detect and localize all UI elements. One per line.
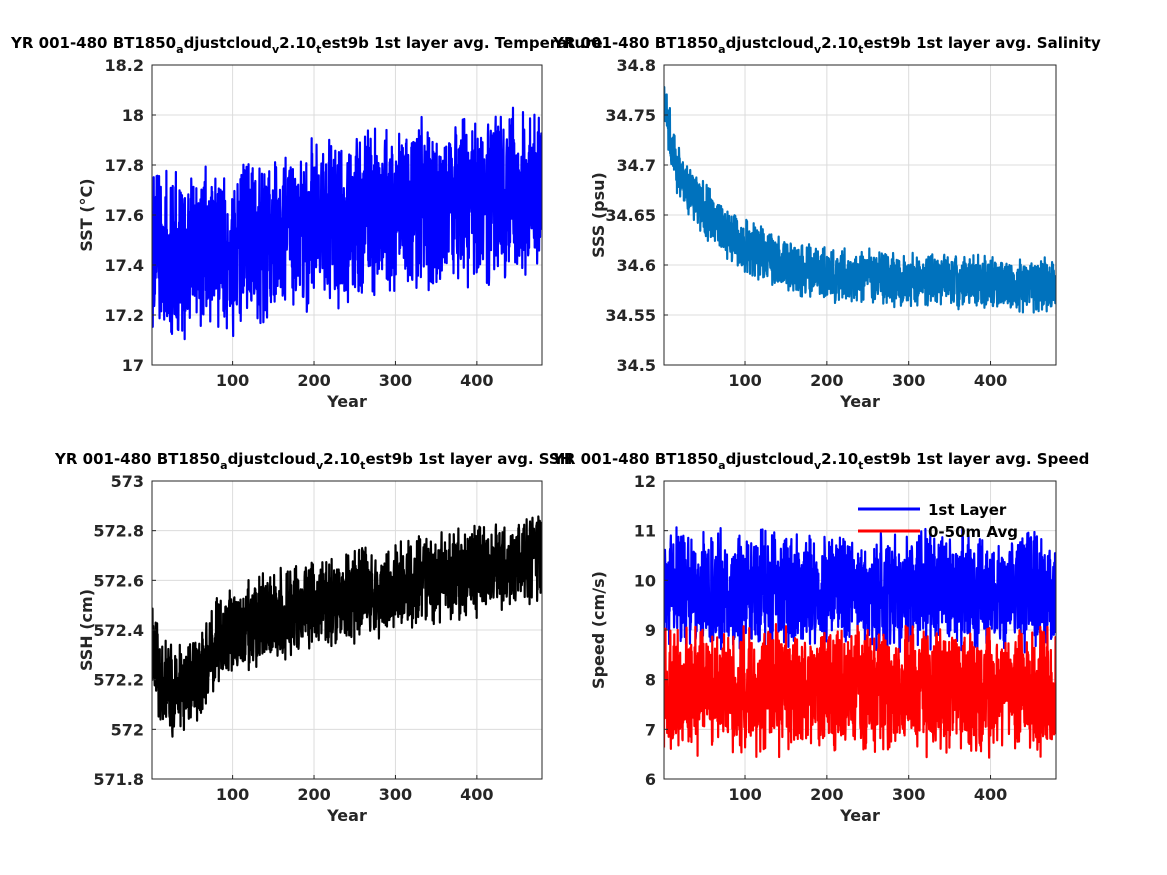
y-axis-label: Speed (cm/s) bbox=[589, 571, 608, 689]
x-tick-label: 100 bbox=[728, 371, 761, 390]
legend-label: 1st Layer bbox=[928, 501, 1007, 519]
legend-label: 0-50m Avg bbox=[928, 523, 1018, 541]
y-tick-label: 573 bbox=[111, 472, 144, 491]
y-tick-label: 34.6 bbox=[617, 256, 656, 275]
x-tick-label: 400 bbox=[460, 371, 493, 390]
y-tick-label: 17.8 bbox=[105, 156, 144, 175]
x-tick-label: 400 bbox=[974, 371, 1007, 390]
x-tick-label: 400 bbox=[460, 785, 493, 804]
y-tick-label: 571.8 bbox=[93, 770, 144, 789]
y-axis-label: SSS (psu) bbox=[589, 172, 608, 258]
x-tick-label: 300 bbox=[379, 785, 412, 804]
x-tick-label: 300 bbox=[892, 371, 925, 390]
y-tick-label: 12 bbox=[634, 472, 656, 491]
y-tick-label: 11 bbox=[634, 522, 656, 541]
y-tick-label: 18.2 bbox=[105, 56, 144, 75]
chart-title: YR 001-480 BT1850adjustcloudv2.10test9b … bbox=[10, 34, 603, 56]
y-tick-label: 34.7 bbox=[617, 156, 656, 175]
y-tick-label: 7 bbox=[645, 720, 656, 739]
y-tick-label: 6 bbox=[645, 770, 656, 789]
x-tick-label: 300 bbox=[892, 785, 925, 804]
x-axis-label: Year bbox=[839, 806, 880, 825]
y-tick-label: 572.2 bbox=[93, 671, 144, 690]
chart-title: YR 001-480 BT1850adjustcloudv2.10test9b … bbox=[552, 34, 1101, 56]
chart-panel-2: 100 200 300 400 34.5 34.55 34.6 34.65 34.7 34.75 3… bbox=[589, 56, 1057, 411]
y-tick-label: 8 bbox=[645, 671, 656, 690]
x-tick-label: 100 bbox=[216, 785, 249, 804]
x-tick-label: 400 bbox=[974, 785, 1007, 804]
x-tick-label: 200 bbox=[297, 371, 330, 390]
y-axis-label: SST (°C) bbox=[77, 178, 96, 251]
series-line bbox=[152, 106, 542, 341]
x-tick-label: 200 bbox=[810, 371, 843, 390]
y-tick-label: 17.2 bbox=[105, 306, 144, 325]
y-tick-label: 572.4 bbox=[93, 621, 144, 640]
x-tick-label: 100 bbox=[728, 785, 761, 804]
x-tick-label: 300 bbox=[379, 371, 412, 390]
y-tick-label: 17.4 bbox=[105, 256, 144, 275]
chart-panel-3: 100 200 300 400 571.8 572 572.2 572.4 572.6 572.8… bbox=[77, 472, 543, 825]
y-tick-label: 17.6 bbox=[105, 206, 144, 225]
y-tick-label: 34.55 bbox=[605, 306, 656, 325]
x-axis-label: Year bbox=[326, 806, 367, 825]
y-tick-label: 17 bbox=[122, 356, 144, 375]
y-axis-label: SSH (cm) bbox=[77, 589, 96, 671]
y-tick-label: 572 bbox=[111, 720, 144, 739]
y-tick-label: 34.65 bbox=[605, 206, 656, 225]
series-line-1st-layer bbox=[664, 526, 1056, 654]
x-tick-label: 100 bbox=[216, 371, 249, 390]
chart-panel-1: 100 200 300 400 17 17.2 17.4 17.6 17.8 18 18.2 Year… bbox=[77, 56, 543, 411]
y-tick-label: 18 bbox=[122, 106, 144, 125]
x-axis-label: Year bbox=[326, 392, 367, 411]
chart-title: YR 001-480 BT1850adjustcloudv2.10test9b … bbox=[54, 450, 572, 472]
y-tick-label: 572.8 bbox=[93, 522, 144, 541]
series-line bbox=[664, 85, 1056, 314]
x-axis-label: Year bbox=[839, 392, 880, 411]
chart-title: YR 001-480 BT1850adjustcloudv2.10test9b … bbox=[552, 450, 1089, 472]
y-tick-label: 34.75 bbox=[605, 106, 656, 125]
y-tick-label: 10 bbox=[634, 571, 656, 590]
x-tick-label: 200 bbox=[297, 785, 330, 804]
y-tick-label: 34.5 bbox=[617, 356, 656, 375]
y-tick-label: 9 bbox=[645, 621, 656, 640]
x-tick-label: 200 bbox=[810, 785, 843, 804]
series-line-0-50m-avg bbox=[664, 622, 1056, 759]
series-line bbox=[152, 515, 542, 738]
y-tick-label: 572.6 bbox=[93, 571, 144, 590]
legend: 1st Layer 0-50m Avg bbox=[858, 501, 1018, 541]
y-tick-label: 34.8 bbox=[617, 56, 656, 75]
